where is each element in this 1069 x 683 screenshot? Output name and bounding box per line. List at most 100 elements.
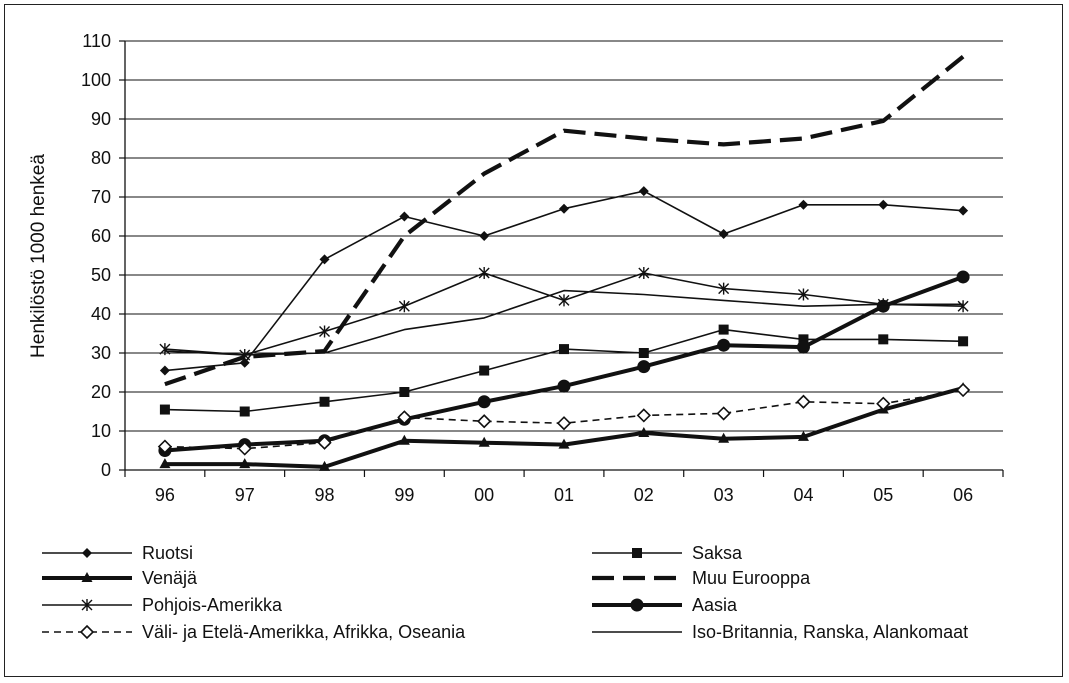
data-point <box>958 205 969 216</box>
x-tick-label: 03 <box>714 485 734 505</box>
y-tick-label: 40 <box>91 304 111 324</box>
data-point <box>718 229 729 240</box>
data-point <box>319 254 330 265</box>
data-point <box>958 336 969 347</box>
data-point <box>876 396 891 411</box>
data-point <box>559 344 569 355</box>
data-point <box>876 299 890 313</box>
gridlines <box>125 40 1003 432</box>
data-point <box>478 436 490 447</box>
x-tick-label: 05 <box>873 485 893 505</box>
y-tick-label: 70 <box>91 187 111 207</box>
legend: Ruotsi Saksa Venäjä Muu Eurooppa Pohjois-Ame… <box>42 543 968 642</box>
series <box>164 54 965 387</box>
data-point <box>157 439 173 454</box>
y-tick-label: 100 <box>81 70 111 90</box>
y-tick-label: 30 <box>91 343 111 363</box>
series <box>157 382 971 456</box>
x-tick-label: 99 <box>394 485 414 505</box>
series-line <box>164 289 964 356</box>
legend-item: Ruotsi <box>42 543 193 563</box>
data-point <box>479 231 490 241</box>
data-point <box>956 270 970 284</box>
x-tick-label: 97 <box>235 485 255 505</box>
x-tick-label: 06 <box>953 485 973 505</box>
x-tick-label: 04 <box>793 485 813 505</box>
legend-label: Muu Eurooppa <box>692 568 811 588</box>
data-point <box>159 365 170 376</box>
series <box>159 324 969 417</box>
y-tick-label: 60 <box>91 226 111 246</box>
data-point <box>81 599 93 611</box>
data-point <box>397 410 412 425</box>
legend-label: Aasia <box>692 595 738 615</box>
data-point <box>796 394 811 409</box>
x-tick-label: 02 <box>634 485 654 505</box>
data-point <box>477 414 492 429</box>
data-point <box>559 203 569 214</box>
data-point <box>479 365 490 376</box>
data-point <box>638 267 650 280</box>
x-tick-label: 00 <box>474 485 494 505</box>
legend-item: Saksa <box>592 543 743 563</box>
y-tick-label: 90 <box>91 109 111 129</box>
legend-item: Venäjä <box>42 568 198 588</box>
data-point <box>159 404 170 415</box>
data-point <box>878 334 889 345</box>
data-point <box>796 340 810 354</box>
legend-label: Venäjä <box>142 568 198 588</box>
legend-item: Iso-Britannia, Ranska, Alankomaat <box>592 622 968 642</box>
data-point <box>79 624 95 640</box>
data-point <box>878 199 889 210</box>
y-tick-label: 50 <box>91 265 111 285</box>
series-line <box>164 54 965 387</box>
data-point <box>82 548 92 558</box>
data-point <box>159 343 171 356</box>
data-point <box>237 441 252 456</box>
data-point <box>718 324 729 335</box>
data-point <box>798 199 809 210</box>
data-point <box>797 288 809 301</box>
data-point <box>955 382 971 398</box>
series <box>164 289 964 356</box>
data-point <box>81 572 93 582</box>
y-tick-label: 20 <box>91 382 111 402</box>
y-axis-label: Henkilöstö 1000 henkeä <box>28 154 49 358</box>
data-point <box>636 408 651 423</box>
data-point <box>638 186 649 197</box>
data-point <box>957 300 969 313</box>
x-tick-label: 98 <box>315 485 335 505</box>
legend-label: Saksa <box>692 543 743 563</box>
legend-item: Aasia <box>592 595 738 615</box>
data-point <box>557 379 571 393</box>
data-point <box>630 598 644 612</box>
data-point <box>399 387 410 397</box>
series-line <box>164 328 964 413</box>
y-tick-labels: 0 10 20 30 40 50 60 70 80 90 100 110 <box>81 31 111 480</box>
legend-label: Iso-Britannia, Ranska, Alankomaat <box>692 622 968 642</box>
data-point <box>398 434 410 445</box>
series-lines <box>157 54 971 471</box>
legend-item: Muu Eurooppa <box>592 568 811 588</box>
series <box>159 267 969 361</box>
data-point <box>239 357 250 368</box>
data-point <box>319 396 330 407</box>
series-line <box>164 389 964 450</box>
data-point <box>637 360 651 374</box>
data-point <box>477 395 491 409</box>
data-point <box>718 282 730 295</box>
data-point <box>317 435 332 450</box>
data-point <box>558 294 570 307</box>
y-tick-label: 110 <box>82 31 111 51</box>
y-tick-label: 80 <box>91 148 111 168</box>
series <box>159 186 969 376</box>
legend-label: Ruotsi <box>142 543 193 563</box>
legend-item: Pohjois-Amerikka <box>42 595 283 615</box>
data-point <box>319 325 331 338</box>
data-point <box>556 416 572 431</box>
legend-item: Väli- ja Etelä-Amerikka, Afrikka, Oseani… <box>42 622 466 642</box>
data-point <box>399 211 410 222</box>
x-tick-label: 96 <box>155 485 175 505</box>
axes <box>119 40 1004 477</box>
